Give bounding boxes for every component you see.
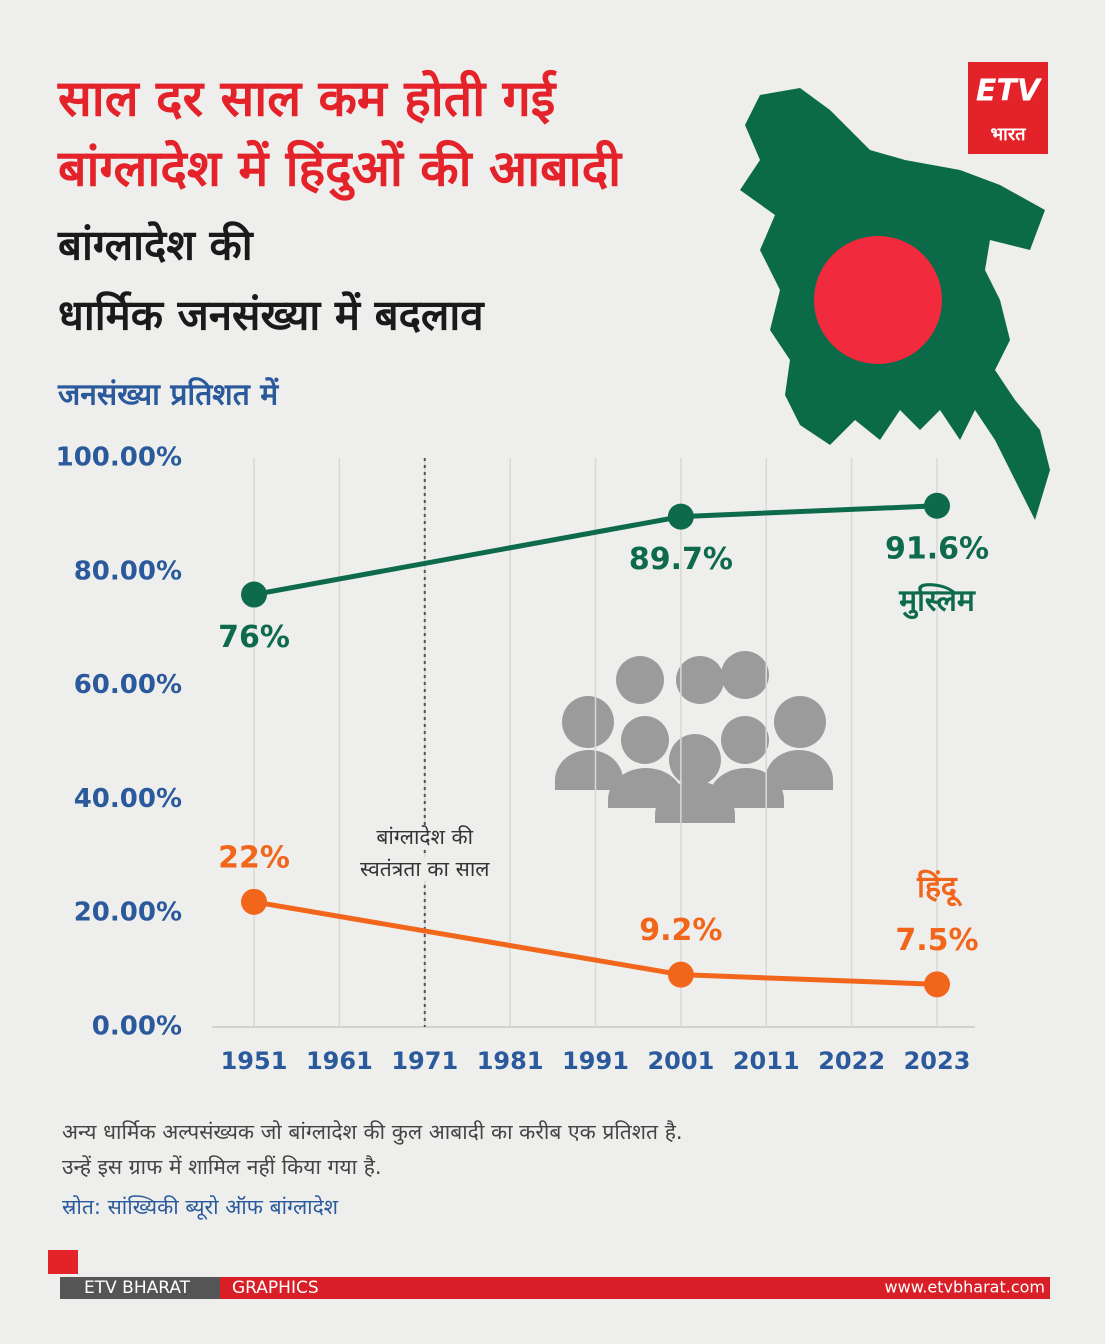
footer-url: www.etvbharat.com: [885, 1278, 1045, 1297]
subtitle-line: बांग्लादेश की: [57, 221, 255, 270]
data-point: [924, 492, 950, 519]
crowd-icon: [555, 651, 833, 823]
logo-etv: ETV: [976, 74, 1043, 109]
x-tick-label: 1981: [477, 1047, 544, 1075]
value-label: 22%: [218, 840, 290, 875]
y-axis-label: जनसंख्या प्रतिशत में: [57, 377, 279, 413]
title-line: साल दर साल कम होती गई: [57, 70, 558, 128]
footer-section: GRAPHICS: [232, 1278, 319, 1298]
footer-logo: [48, 1250, 78, 1274]
annotation-text: स्वतंत्रता का साल: [360, 857, 490, 881]
value-label: 7.5%: [895, 923, 978, 958]
value-label: 91.6%: [885, 531, 989, 566]
data-point: [924, 971, 950, 998]
annotation-bg: [355, 857, 495, 881]
x-tick-label: 1961: [306, 1047, 373, 1075]
data-point: [241, 581, 267, 608]
data-point: [667, 503, 694, 530]
x-tick-label: 2001: [647, 1047, 714, 1075]
y-tick-label: 80.00%: [74, 556, 182, 586]
y-tick-label: 60.00%: [74, 670, 182, 700]
x-tick-label: 2022: [818, 1047, 885, 1075]
y-tick-label: 0.00%: [92, 1012, 182, 1042]
y-tick-label: 40.00%: [74, 784, 182, 814]
x-tick-label: 2023: [904, 1047, 971, 1075]
annotation-bg: [372, 825, 478, 849]
value-label: 89.7%: [629, 542, 733, 577]
x-tick-label: 1991: [562, 1047, 629, 1075]
series-name: हिंदू: [916, 869, 963, 907]
note: उन्हें इस ग्राफ में शामिल नहीं किया गया …: [62, 1155, 382, 1179]
value-label: 76%: [218, 620, 290, 655]
footer-brand-box: [60, 1277, 220, 1299]
flag-circle: [814, 236, 942, 364]
x-tick-label: 1971: [391, 1047, 458, 1075]
data-point: [241, 888, 267, 915]
series-name: मुस्लिम: [898, 582, 976, 619]
source: स्रोत: सांख्यिकी ब्यूरो ऑफ बांग्लादेश: [62, 1195, 339, 1220]
logo-bharat: भारत: [991, 124, 1027, 145]
y-tick-label: 100.00%: [56, 443, 182, 473]
note: अन्य धार्मिक अल्पसंख्यक जो बांग्लादेश की…: [62, 1120, 683, 1145]
subtitle-line: धार्मिक जनसंख्या में बदलाव: [58, 291, 485, 340]
footer-bar: [220, 1277, 1050, 1299]
y-tick-label: 20.00%: [74, 898, 182, 928]
logo-box: [968, 62, 1048, 154]
x-tick-label: 2011: [733, 1047, 800, 1075]
annotation-text: बांग्लादेश की: [376, 825, 473, 849]
data-point: [667, 961, 694, 988]
x-tick-label: 1951: [221, 1047, 288, 1075]
title-line: बांग्लादेश में हिंदुओं की आबादी: [57, 140, 623, 202]
value-label: 9.2%: [639, 913, 722, 948]
footer-brand: ETV BHARAT: [84, 1278, 191, 1298]
